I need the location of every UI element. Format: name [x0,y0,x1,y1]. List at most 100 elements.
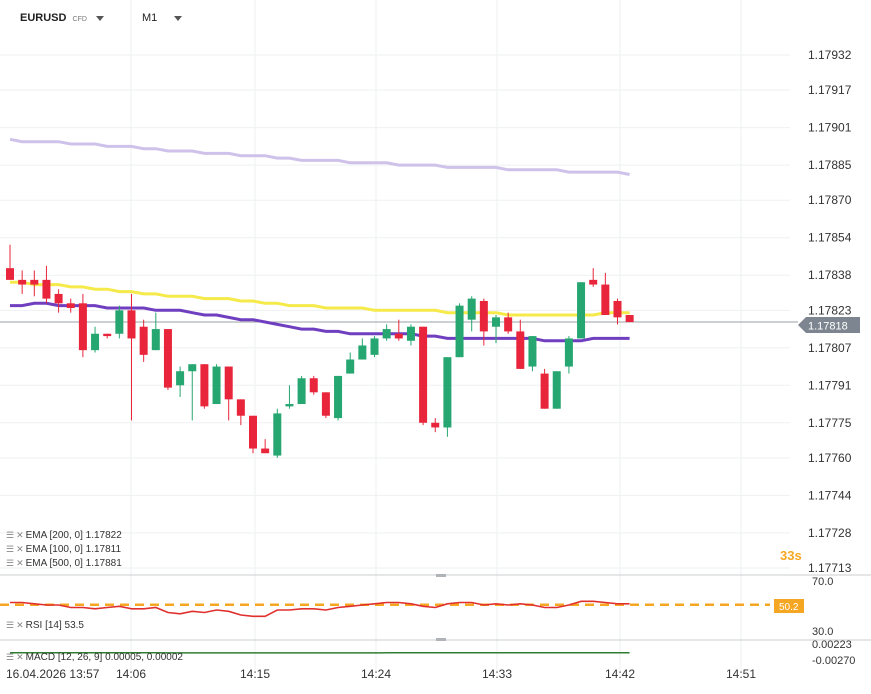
candle-body [163,329,172,388]
candle-body [419,326,428,423]
price-tick-label: 1.17744 [808,488,852,502]
indicator-ema100[interactable]: ☰ ✕ EMA [100, 0] 1.17811 [6,544,121,555]
close-icon[interactable]: ✕ [16,544,23,554]
panel-resize-handle [436,638,446,641]
candle [309,375,318,395]
candle-body [601,284,610,316]
candle [334,375,343,421]
candle-body [370,338,379,355]
close-icon[interactable]: ✕ [16,620,23,630]
candle [297,375,306,405]
time-tick-label: 14:06 [116,667,146,681]
rsi-value-label: 50.2 [779,602,799,613]
indicator-rsi[interactable]: ☰ ✕ RSI [14] 53.5 [6,620,84,631]
indicator-ema200[interactable]: ☰ ✕ EMA [200, 0] 1.17822 [6,530,122,541]
ema100-line [10,301,630,343]
candle-timer: 33s [780,548,802,563]
indicator-ema500[interactable]: ☰ ✕ EMA [500, 0] 1.17881 [6,558,122,569]
price-tick-label: 1.17870 [808,193,852,207]
candle [66,298,75,313]
settings-icon[interactable]: ☰ [6,620,14,630]
candle [54,289,63,313]
candle [273,408,282,458]
price-tick-label: 1.17791 [808,378,852,392]
candle-body [492,317,500,327]
candle [564,336,573,374]
symbol-selector[interactable]: EURUSD CFD [20,12,104,24]
timeframe-selector[interactable]: M1 [142,12,183,24]
close-icon[interactable]: ✕ [16,558,23,568]
candle [224,366,233,421]
time-tick-label: 14:42 [605,667,635,681]
time-tick-label: 14:24 [361,667,391,681]
settings-icon[interactable]: ☰ [6,652,14,662]
price-tick-label: 1.17728 [808,526,852,540]
candle [91,326,100,353]
price-tick-label: 1.17775 [808,416,852,430]
candle [443,357,452,437]
settings-icon[interactable]: ☰ [6,544,14,554]
panel-resize-handle [436,574,446,577]
ema200-line [10,280,630,317]
candle [212,364,221,405]
candle [370,336,379,358]
candle [358,338,367,360]
timeframe-label: M1 [142,12,158,24]
rsi-upper-label: 70.0 [812,576,833,588]
candle-body [42,279,51,299]
candle-body [139,326,148,355]
candle [236,399,245,426]
settings-icon[interactable]: ☰ [6,530,14,540]
candle-body [443,357,452,428]
candle-body [625,315,634,323]
candle-body [176,371,185,386]
candle-body [127,310,136,339]
candle [516,319,525,369]
candle-body [297,378,306,405]
close-icon[interactable]: ✕ [16,652,23,662]
candle-body [467,298,476,320]
indicator-label: MACD [12, 26, 9] 0.00005, 0.00002 [25,652,183,663]
candle [42,265,51,304]
candle [163,329,172,390]
candle-body [18,279,27,285]
candle-body [504,317,513,332]
indicator-macd[interactable]: ☰ ✕ MACD [12, 26, 9] 0.00005, 0.00002 [6,652,183,663]
candle-body [236,399,245,416]
candle-body [577,282,586,339]
chevron-down-icon [95,15,104,21]
candle [528,336,537,372]
candle [406,324,415,346]
candle [103,333,112,339]
candle-body [273,413,282,456]
settings-icon[interactable]: ☰ [6,558,14,568]
candle-body [188,364,197,372]
candle-body [261,448,270,454]
candle-body [382,329,391,339]
time-tick-label: 14:33 [482,667,512,681]
candle [504,312,513,334]
price-tick-label: 1.17932 [808,48,852,62]
candle-body [224,366,233,400]
price-tick-label: 1.17901 [808,121,852,135]
price-tick-label: 1.17885 [808,158,852,172]
price-tick-label: 1.17713 [808,561,852,575]
time-tick-label: 14:51 [726,667,756,681]
candle-body [321,392,330,416]
candle-body [613,300,622,318]
candle [6,244,14,280]
indicator-label: EMA [200, 0] 1.17822 [25,530,122,541]
candle [127,293,136,421]
symbol-name: EURUSD [20,12,67,24]
close-icon[interactable]: ✕ [16,530,23,540]
candle [394,319,403,341]
candle [382,324,391,341]
candle [613,298,622,325]
price-tick-label: 1.17854 [808,231,852,245]
candle-body [309,378,318,393]
candle [261,439,270,454]
rsi-value-badge [774,599,804,613]
candle-body [406,326,415,341]
candle [249,415,257,454]
